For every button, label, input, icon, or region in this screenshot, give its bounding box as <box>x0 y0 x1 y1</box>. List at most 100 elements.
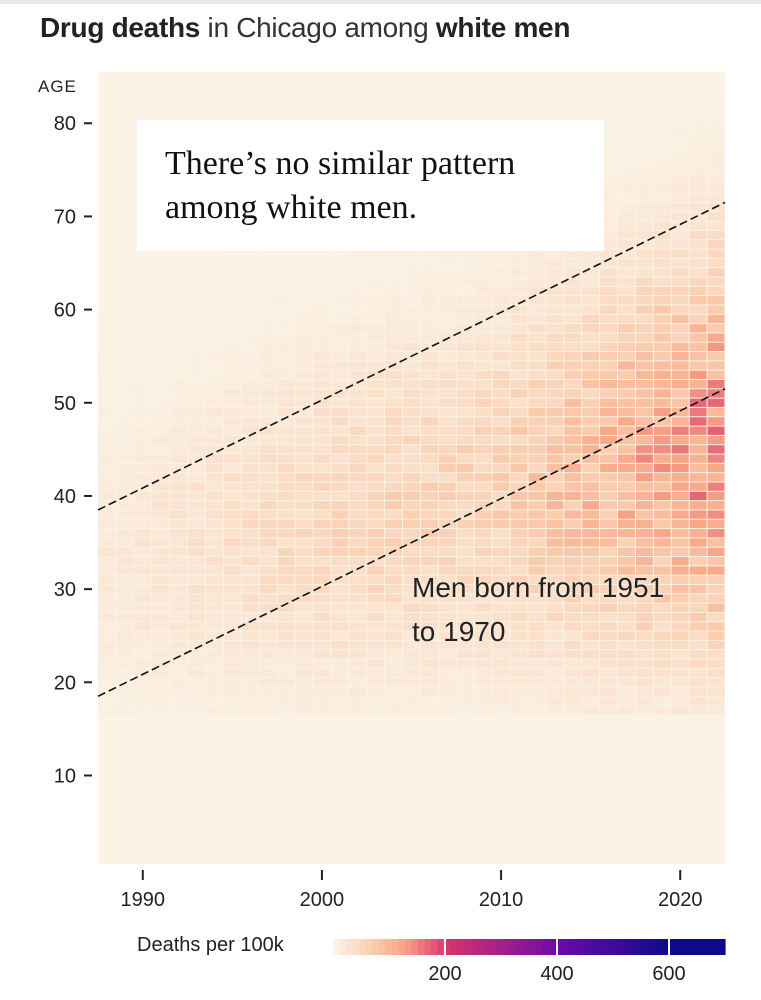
heatmap-cell <box>456 529 474 538</box>
heatmap-cell <box>564 668 582 678</box>
heatmap-cell <box>295 622 313 631</box>
heatmap-cell <box>313 482 331 491</box>
heatmap-cell <box>528 454 546 463</box>
heatmap-cell <box>492 314 510 324</box>
heatmap-cell <box>635 668 653 678</box>
legend-swatch <box>633 939 641 955</box>
legend-swatch <box>672 939 680 955</box>
legend-swatch <box>346 939 354 955</box>
heatmap-cell <box>528 491 546 501</box>
heatmap-cell <box>707 426 725 435</box>
heatmap-cell <box>349 314 367 324</box>
heatmap-cell <box>707 640 725 650</box>
heatmap-cell <box>582 277 600 286</box>
heatmap-cell <box>403 296 420 305</box>
cohort-line-1970 <box>97 388 726 698</box>
heatmap-cell <box>152 296 170 305</box>
heatmap-cell <box>707 119 725 128</box>
heatmap-cell <box>582 519 600 529</box>
heatmap-cell <box>707 305 725 314</box>
heatmap-cell <box>205 370 223 379</box>
heatmap-cell <box>385 81 403 91</box>
heatmap-cell <box>618 491 635 501</box>
heatmap-cell <box>528 305 546 314</box>
heatmap-cell <box>653 119 671 128</box>
heatmap-cell <box>295 361 313 370</box>
heatmap-cell <box>277 827 295 836</box>
heatmap-cell <box>170 361 188 370</box>
heatmap-cell <box>241 612 259 622</box>
heatmap-cell <box>349 510 367 519</box>
heatmap-cell <box>618 603 635 612</box>
heatmap-cell <box>188 454 205 463</box>
heatmap-cell <box>492 389 510 398</box>
heatmap-cell <box>618 230 635 240</box>
heatmap-cell <box>438 249 456 258</box>
heatmap-cell <box>600 389 618 398</box>
heatmap-cell <box>295 81 313 91</box>
heatmap-cell <box>205 603 223 612</box>
heatmap-cell <box>600 734 618 743</box>
heatmap-cell <box>420 426 438 435</box>
heatmap-cell <box>403 333 420 342</box>
heatmap-cell <box>259 836 277 845</box>
heatmap-cell <box>205 445 223 454</box>
heatmap-cell <box>582 286 600 296</box>
heatmap-cell <box>116 333 134 342</box>
heatmap-cell <box>528 780 546 789</box>
heatmap-cell <box>420 808 438 817</box>
heatmap-cell <box>653 575 671 584</box>
heatmap-cell <box>295 678 313 687</box>
heatmap-cell <box>671 426 689 435</box>
heatmap-cell <box>259 407 277 417</box>
heatmap-cell <box>546 277 564 286</box>
heatmap-cell <box>205 538 223 547</box>
heatmap-cell <box>367 407 385 417</box>
heatmap-cell <box>152 491 170 501</box>
heatmap-cell <box>510 277 528 286</box>
heatmap-cell <box>546 622 564 631</box>
heatmap-cell <box>420 100 438 109</box>
heatmap-cell <box>295 519 313 529</box>
heatmap-cell <box>152 650 170 659</box>
heatmap-cell <box>618 771 635 780</box>
heatmap-cell <box>331 258 349 268</box>
heatmap-cell <box>223 799 241 808</box>
heatmap-cell <box>188 445 205 454</box>
heatmap-cell <box>188 762 205 771</box>
heatmap-cell <box>600 277 618 286</box>
heatmap-cell <box>313 91 331 100</box>
heatmap-cell <box>367 584 385 594</box>
heatmap-cell <box>277 454 295 463</box>
heatmap-cell <box>205 379 223 389</box>
heatmap-cell <box>205 696 223 706</box>
heatmap-cell <box>98 463 116 473</box>
heatmap-cell <box>259 333 277 342</box>
heatmap-cell <box>671 324 689 333</box>
heatmap-cell <box>188 808 205 817</box>
heatmap-cell <box>582 501 600 510</box>
heatmap-cell <box>438 687 456 696</box>
heatmap-cell <box>671 119 689 128</box>
heatmap-cell <box>349 81 367 91</box>
heatmap-cell <box>438 91 456 100</box>
heatmap-cell <box>438 706 456 715</box>
y-tick-label: 40 <box>54 486 76 508</box>
heatmap-cell <box>170 566 188 575</box>
x-tick-label: 2000 <box>300 889 345 911</box>
heatmap-cell <box>170 398 188 407</box>
heatmap-cell <box>618 752 635 762</box>
heatmap-cell <box>170 789 188 799</box>
heatmap-cell <box>582 491 600 501</box>
heatmap-cell <box>600 715 618 724</box>
heatmap-cell <box>582 789 600 799</box>
heatmap-cell <box>403 81 420 91</box>
heatmap-cell <box>98 752 116 762</box>
heatmap-cell <box>331 659 349 668</box>
heatmap-cell <box>170 473 188 482</box>
heatmap-cell <box>98 519 116 529</box>
heatmap-cell <box>635 445 653 454</box>
heatmap-cell <box>582 650 600 659</box>
heatmap-cell <box>671 827 689 836</box>
heatmap-cell <box>241 836 259 845</box>
